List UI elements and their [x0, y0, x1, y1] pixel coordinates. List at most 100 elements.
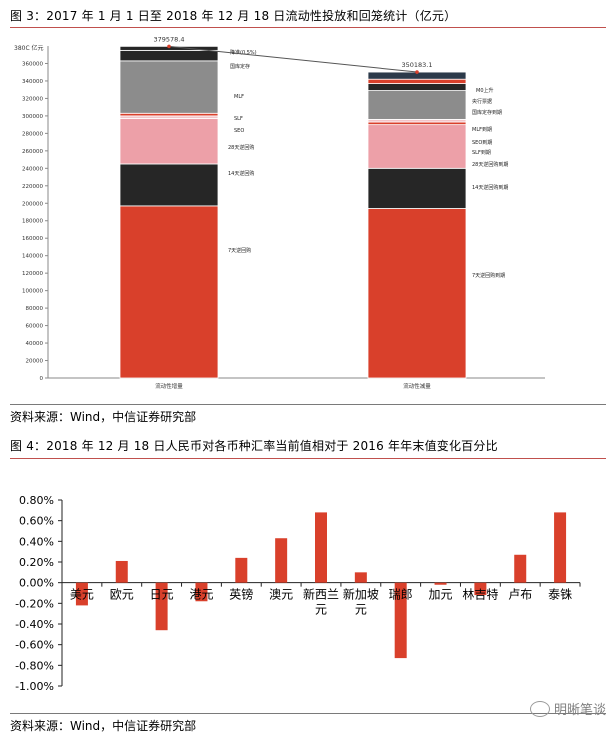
- x-category-label: 林吉特: [462, 587, 498, 602]
- y-tick-label: 0.20%: [19, 556, 54, 569]
- figure3-bottom-rule: [10, 404, 606, 405]
- y-tick-label: 60000: [26, 324, 44, 330]
- bar: [115, 560, 128, 583]
- bar: [474, 582, 487, 596]
- y-tick-label: 240000: [22, 166, 43, 172]
- figure4-top-rule: [10, 458, 606, 459]
- bar: [434, 582, 447, 585]
- bar: [275, 538, 288, 583]
- y-tick-label: -0.60%: [15, 639, 54, 652]
- bar: [315, 512, 327, 583]
- segment-label: 28天逆回购到期: [472, 161, 508, 168]
- bar: [354, 572, 367, 583]
- y-tick-label: -0.20%: [15, 597, 54, 610]
- segment-label: 7天逆回购到期: [472, 272, 505, 279]
- y-tick-label: -0.80%: [15, 659, 54, 672]
- watermark: 明晰笔谈: [529, 699, 606, 718]
- figure4-bottom-rule: [10, 713, 606, 714]
- segment-label: M0上升: [476, 87, 494, 94]
- y-tick-label: 100000: [22, 289, 43, 295]
- stack-segment: [367, 90, 467, 120]
- stack-segment: [367, 208, 467, 379]
- x-category-label: 港元: [189, 588, 213, 602]
- x-category-label: 加元: [429, 588, 453, 602]
- y-tick-label: 360000: [22, 61, 43, 67]
- y-tick-label: 200000: [22, 201, 43, 207]
- x-category-label: 瑞郎: [389, 588, 413, 602]
- x-category-label: 欧元: [110, 588, 134, 602]
- y-tick-label: 140000: [22, 254, 43, 260]
- stack-segment: [367, 83, 467, 91]
- y-tick-label: 300000: [22, 114, 43, 120]
- total-marker: [167, 44, 171, 49]
- segment-label: SLF到期: [472, 149, 491, 156]
- y-tick-label: -0.40%: [15, 618, 54, 631]
- liquidity-stacked-chart: 0 20000 40000 60000 80000 100000 120000 140000 1…: [14, 35, 545, 390]
- figure3-source: 资料来源：Wind，中信证券研究部: [10, 410, 197, 424]
- segment-label: SLF: [234, 116, 243, 122]
- y-tick-label: 160000: [22, 236, 43, 242]
- bar: [235, 557, 248, 583]
- figure4-source: 资料来源：Wind，中信证券研究部: [10, 719, 197, 733]
- y-tick-label: 180000: [22, 219, 43, 225]
- segment-label: 国库定存: [230, 63, 250, 70]
- segment-label: SEO到期: [472, 139, 492, 146]
- x-category-label: 流动性减量: [403, 382, 431, 390]
- fx-change-chart: -1.00% -0.80% -0.60% -0.40% -0.20% 0.00% 0.20%…: [15, 494, 581, 693]
- bar: [195, 582, 208, 602]
- total-value-label: 350183.1: [401, 61, 432, 69]
- x-category-label: 卢布: [508, 587, 532, 602]
- x-category-label: 英镑: [229, 587, 253, 602]
- y-tick-label: 0.80%: [19, 494, 54, 507]
- stack-segment: [119, 118, 219, 165]
- stack-segment: [119, 60, 219, 114]
- y-tick-label: 0.00%: [19, 577, 54, 590]
- stack-segment: [367, 78, 467, 84]
- segment-label: 国库定存到期: [472, 109, 502, 116]
- stack-segment: [119, 163, 219, 207]
- y-tick-label: 40000: [26, 341, 44, 347]
- bar: [75, 582, 88, 606]
- figure3-top-rule: [10, 27, 606, 28]
- segment-label: MLF: [234, 94, 244, 100]
- x-category-label: 流动性增量: [155, 382, 183, 390]
- y-tick-label: 320000: [22, 96, 43, 102]
- bar: [155, 582, 168, 631]
- y-tick-label: 260000: [22, 149, 43, 155]
- total-value-label: 379578.4: [153, 35, 184, 43]
- segment-label: SEO: [234, 128, 244, 134]
- segment-label: 降准(0.5%): [230, 49, 257, 56]
- stack-segment: [367, 124, 467, 169]
- x-category-label: 新西兰元: [303, 587, 339, 617]
- y-tick-label: 120000: [22, 271, 43, 277]
- y-tick-label: 0.40%: [19, 535, 54, 548]
- y-tick-label: 20000: [26, 359, 44, 365]
- total-marker: [415, 70, 419, 74]
- watermark-text: 明晰笔谈: [553, 703, 606, 718]
- y-tick-label: 340000: [22, 79, 43, 85]
- y-tick-label: 220000: [22, 184, 43, 190]
- segment-label: 14天逆回购到期: [472, 184, 508, 191]
- y-tick-label: 80000: [26, 306, 44, 312]
- unit-label: 380C 亿元: [14, 44, 44, 52]
- figure4-caption: 图 4：2018 年 12 月 18 日人民币对各币种汇率当前值相对于 2016…: [10, 439, 498, 453]
- figure3-caption: 图 3：2017 年 1 月 1 日至 2018 年 12 月 18 日流动性投…: [10, 9, 457, 23]
- segment-label: 28天逆回购: [228, 144, 254, 151]
- stack-segment: [119, 205, 219, 379]
- bar: [394, 582, 407, 659]
- y-tick-label: 0: [40, 376, 44, 382]
- x-category-label: 美元: [70, 588, 94, 602]
- x-category-label: 日元: [150, 588, 174, 602]
- segment-label: 央行票据: [472, 98, 492, 105]
- y-tick-label: -1.00%: [15, 680, 54, 693]
- stack-segment: [367, 167, 467, 209]
- x-category-label: 新加坡元: [343, 587, 379, 617]
- stack-segment: [119, 49, 219, 62]
- x-category-label: 泰铢: [548, 587, 572, 602]
- wechat-icon: [529, 700, 550, 717]
- bar: [514, 554, 527, 583]
- x-category-label: 澳元: [269, 588, 293, 602]
- bar: [554, 512, 567, 583]
- segment-label: 7天逆回购: [228, 247, 251, 254]
- segment-label: MLF到期: [472, 126, 492, 133]
